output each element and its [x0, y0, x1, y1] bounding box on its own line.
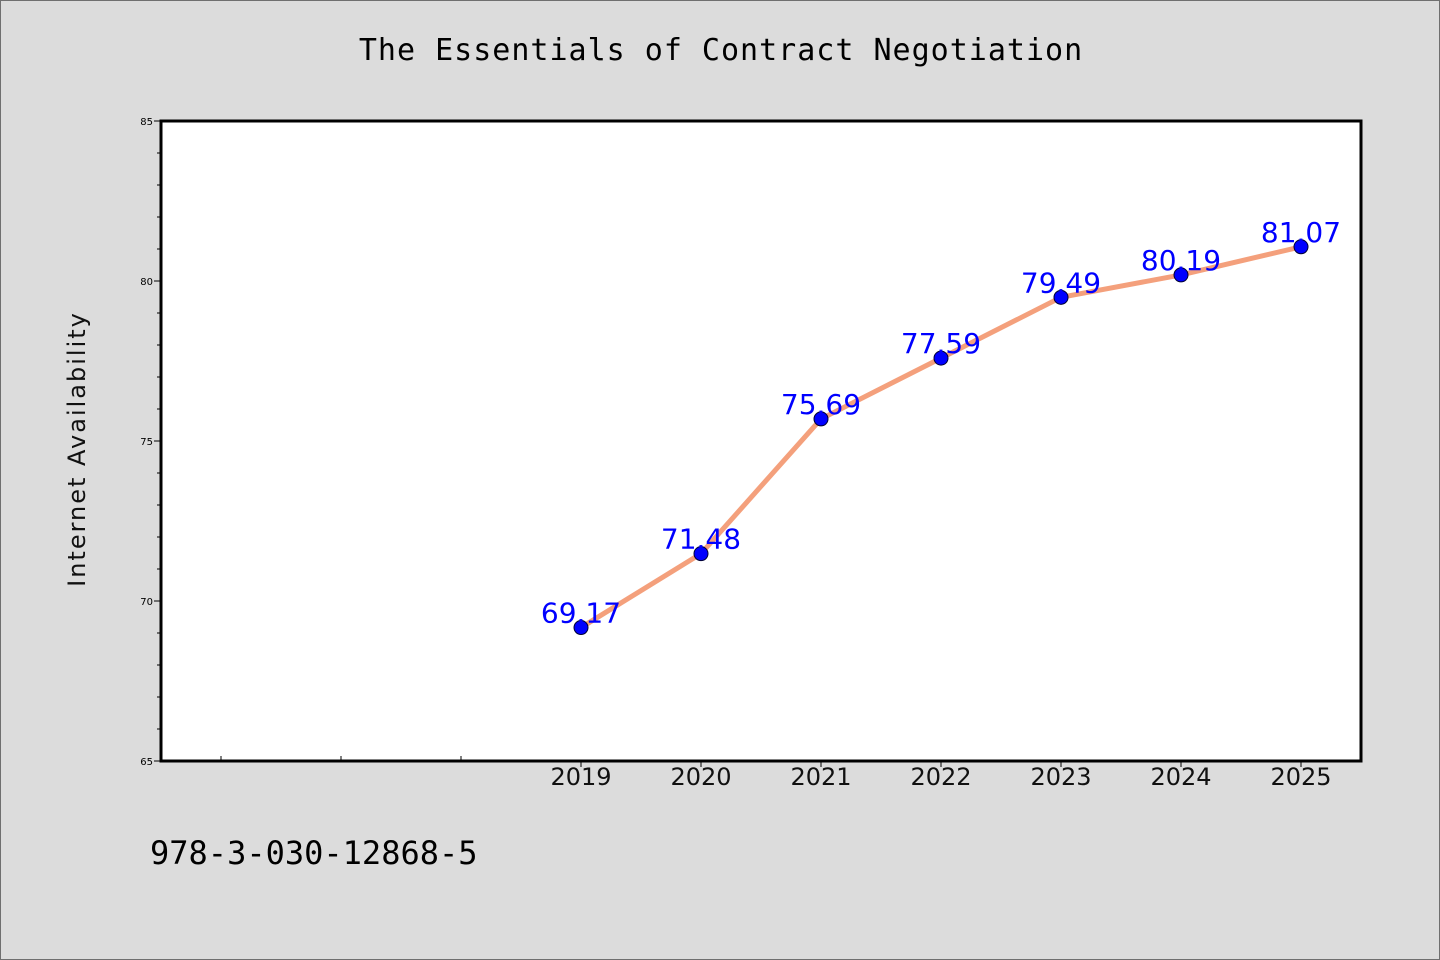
- plot-area: [161, 121, 1361, 761]
- y-tick-label: 75: [140, 437, 153, 448]
- data-label: 71.48: [661, 523, 741, 556]
- data-point-marker: [1053, 289, 1069, 305]
- data-label: 79.49: [1021, 266, 1101, 299]
- data-label: 80.19: [1141, 244, 1221, 277]
- data-point-marker: [1293, 239, 1309, 255]
- y-tick-label: 85: [140, 117, 153, 128]
- x-tick-label: 2023: [1030, 763, 1091, 791]
- chart-title: The Essentials of Contract Negotiation: [358, 33, 1084, 68]
- x-tick-label: 2022: [910, 763, 971, 791]
- plot-frame: [159, 119, 1363, 763]
- x-tick-label: 2020: [670, 763, 731, 791]
- y-tick-label: 80: [140, 277, 153, 288]
- data-label: 75.69: [781, 388, 861, 421]
- data-point-marker: [693, 546, 709, 562]
- data-point-marker: [933, 350, 949, 366]
- y-tick-label: 70: [140, 597, 153, 608]
- data-label: 69.17: [541, 597, 621, 630]
- x-tick-label: 2021: [790, 763, 851, 791]
- x-tick-label: 2024: [1150, 763, 1211, 791]
- data-point-marker: [573, 620, 589, 636]
- data-label: 81.07: [1261, 216, 1341, 249]
- data-point-marker: [813, 411, 829, 427]
- isbn-text: 978-3-030-12868-5: [150, 834, 478, 872]
- x-tick-label: 2025: [1270, 763, 1331, 791]
- data-label: 77.59: [901, 327, 981, 360]
- x-tick-label: 2019: [550, 763, 611, 791]
- data-point-marker: [1173, 267, 1189, 283]
- y-tick-label: 65: [140, 757, 153, 768]
